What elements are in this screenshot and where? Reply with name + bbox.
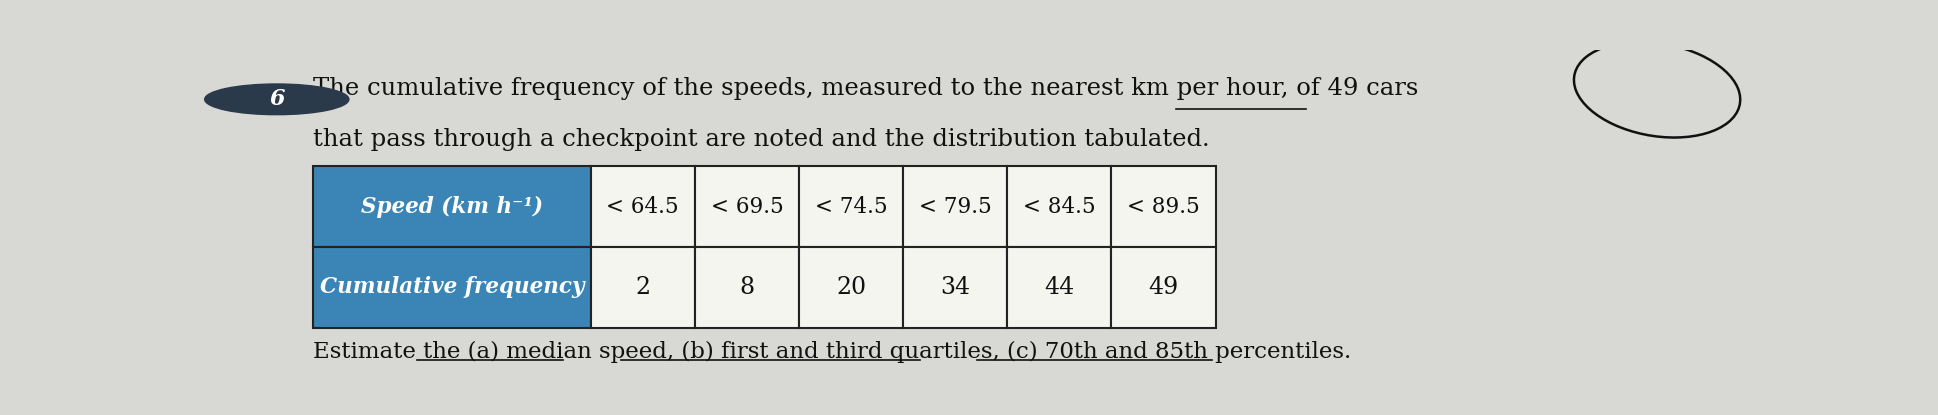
- Text: < 84.5: < 84.5: [1023, 196, 1095, 218]
- Text: 2: 2: [636, 276, 651, 299]
- Bar: [1008, 166, 1110, 247]
- Bar: [591, 166, 696, 247]
- Text: 34: 34: [940, 276, 971, 299]
- Circle shape: [205, 84, 349, 115]
- Bar: [696, 247, 798, 328]
- Text: < 64.5: < 64.5: [607, 196, 678, 218]
- Text: < 89.5: < 89.5: [1128, 196, 1200, 218]
- Bar: [696, 166, 798, 247]
- Bar: [1110, 166, 1215, 247]
- Text: < 74.5: < 74.5: [814, 196, 888, 218]
- Text: 20: 20: [835, 276, 866, 299]
- Text: 6: 6: [269, 88, 285, 110]
- Text: Speed (km h⁻¹): Speed (km h⁻¹): [360, 196, 543, 218]
- Bar: [312, 247, 591, 328]
- Text: Cumulative frequency: Cumulative frequency: [320, 276, 583, 298]
- Bar: [1008, 247, 1110, 328]
- Text: 49: 49: [1149, 276, 1178, 299]
- Bar: [798, 247, 903, 328]
- Bar: [1110, 247, 1215, 328]
- Text: that pass through a checkpoint are noted and the distribution tabulated.: that pass through a checkpoint are noted…: [312, 128, 1209, 151]
- Bar: [798, 166, 903, 247]
- Text: The cumulative frequency of the speeds, measured to the nearest km per hour, of : The cumulative frequency of the speeds, …: [312, 77, 1419, 100]
- Bar: [903, 166, 1008, 247]
- Text: < 79.5: < 79.5: [919, 196, 992, 218]
- Text: 8: 8: [738, 276, 754, 299]
- Bar: [591, 247, 696, 328]
- Bar: [903, 247, 1008, 328]
- Text: 44: 44: [1045, 276, 1074, 299]
- Bar: [312, 166, 591, 247]
- Text: Estimate the (a) median speed, (b) first and third quartiles, (c) 70th and 85th : Estimate the (a) median speed, (b) first…: [312, 341, 1351, 363]
- Text: < 69.5: < 69.5: [711, 196, 783, 218]
